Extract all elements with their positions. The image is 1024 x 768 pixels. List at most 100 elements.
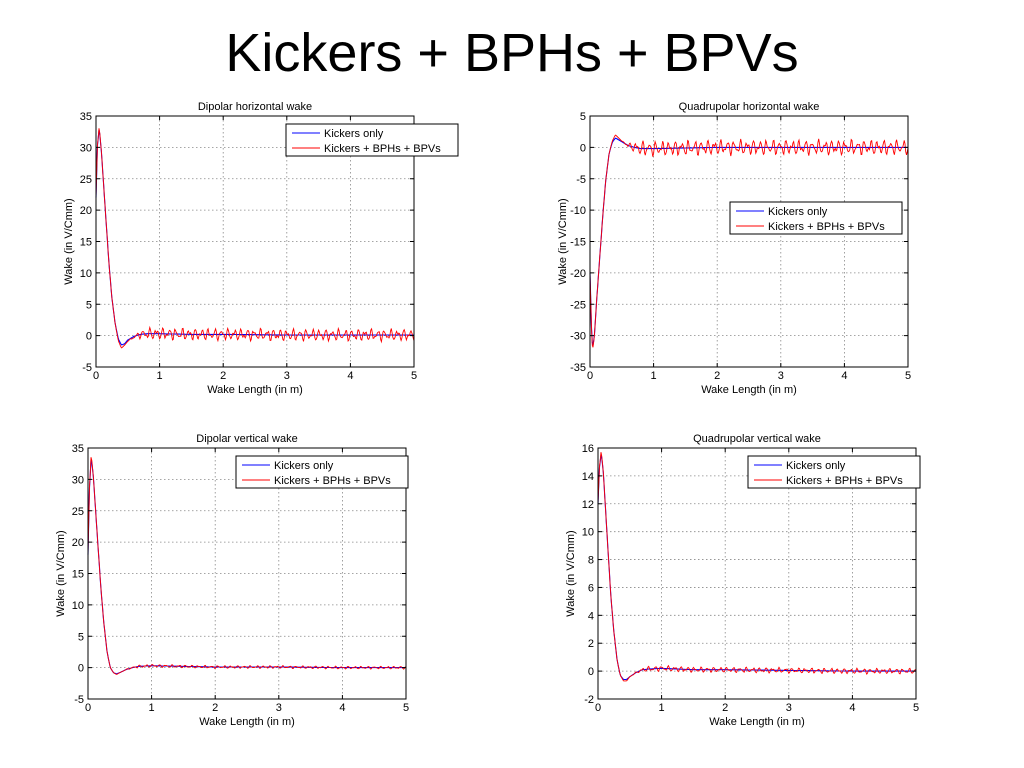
y-tick-label: 5 bbox=[580, 111, 586, 123]
legend-entry: Kickers only bbox=[274, 460, 334, 472]
x-tick-label: 3 bbox=[786, 702, 792, 714]
y-axis-label: Wake (in V/Cmm) bbox=[565, 530, 577, 616]
x-tick-label: 1 bbox=[157, 370, 163, 382]
series-line-kickers-bphs-bpvs bbox=[597, 452, 917, 682]
y-tick-label: 10 bbox=[72, 600, 84, 612]
y-tick-label: 8 bbox=[588, 555, 594, 567]
legend-entry: Kickers only bbox=[324, 128, 384, 140]
x-tick-label: 5 bbox=[411, 370, 417, 382]
y-axis-label: Wake (in V/Cmm) bbox=[63, 198, 75, 284]
x-tick-label: 2 bbox=[714, 370, 720, 382]
legend-box bbox=[729, 201, 903, 235]
plot-area bbox=[590, 116, 908, 367]
y-tick-label: 16 bbox=[582, 443, 594, 455]
y-tick-label: 0 bbox=[78, 663, 84, 675]
y-tick-label: 15 bbox=[80, 237, 92, 249]
chart-quadrupolar-horizontal: Quadrupolar horizontal wake 0 1 2 3 4 5 -35 -30 -… bbox=[557, 101, 911, 396]
y-tick-label: -5 bbox=[74, 694, 84, 706]
y-tick-label: 25 bbox=[72, 506, 84, 518]
x-tick-label: 4 bbox=[841, 370, 847, 382]
series-line-kickers-bphs-bpvs bbox=[95, 128, 415, 349]
x-tick-label: 0 bbox=[85, 702, 91, 714]
y-tick-label: 12 bbox=[582, 499, 594, 511]
legend-entry: Kickers only bbox=[768, 206, 828, 218]
y-tick-label: 6 bbox=[588, 582, 594, 594]
legend-entry: Kickers + BPHs + BPVs bbox=[324, 143, 441, 155]
x-tick-label: 0 bbox=[587, 370, 593, 382]
x-tick-label: 3 bbox=[778, 370, 784, 382]
y-tick-label: 30 bbox=[72, 474, 84, 486]
y-tick-label: 20 bbox=[80, 205, 92, 217]
series-line-kickers-bphs-bpvs bbox=[589, 134, 909, 348]
y-tick-label: -2 bbox=[584, 694, 594, 706]
y-tick-label: -10 bbox=[570, 205, 586, 217]
y-tick-label: 35 bbox=[72, 443, 84, 455]
y-tick-label: -5 bbox=[82, 362, 92, 374]
legend-entry: Kickers + BPHs + BPVs bbox=[786, 475, 903, 487]
y-tick-label: 4 bbox=[588, 610, 594, 622]
x-tick-label: 5 bbox=[403, 702, 409, 714]
x-axis-label: Wake Length (in m) bbox=[701, 384, 797, 396]
y-tick-label: -25 bbox=[570, 299, 586, 311]
x-tick-label: 4 bbox=[347, 370, 353, 382]
x-tick-label: 3 bbox=[276, 702, 282, 714]
y-axis-label: Wake (in V/Cmm) bbox=[55, 530, 67, 616]
x-tick-label: 0 bbox=[595, 702, 601, 714]
x-tick-label: 1 bbox=[659, 702, 665, 714]
x-tick-label: 2 bbox=[212, 702, 218, 714]
y-axis-label: Wake (in V/Cmm) bbox=[557, 198, 569, 284]
y-tick-label: 2 bbox=[588, 638, 594, 650]
slide-title: Kickers + BPHs + BPVs bbox=[225, 23, 799, 83]
legend: Kickers only Kickers + BPHs + BPVs bbox=[729, 201, 903, 235]
legend-box bbox=[235, 455, 409, 489]
y-tick-label: 14 bbox=[582, 471, 594, 483]
y-tick-label: 5 bbox=[86, 299, 92, 311]
y-tick-label: -5 bbox=[576, 174, 586, 186]
x-axis-label: Wake Length (in m) bbox=[199, 716, 295, 728]
y-tick-label: -35 bbox=[570, 362, 586, 374]
y-tick-label: 0 bbox=[588, 666, 594, 678]
legend-entry: Kickers + BPHs + BPVs bbox=[274, 475, 391, 487]
y-tick-label: 15 bbox=[72, 569, 84, 581]
legend: Kickers only Kickers + BPHs + BPVs bbox=[235, 455, 409, 489]
y-tick-label: 10 bbox=[582, 527, 594, 539]
legend-entry: Kickers only bbox=[786, 460, 846, 472]
x-tick-label: 2 bbox=[220, 370, 226, 382]
y-tick-label: 0 bbox=[580, 142, 586, 154]
y-tick-label: -30 bbox=[570, 331, 586, 343]
y-tick-label: 30 bbox=[80, 142, 92, 154]
y-tick-label: 20 bbox=[72, 537, 84, 549]
x-axis-label: Wake Length (in m) bbox=[709, 716, 805, 728]
y-tick-label: -15 bbox=[570, 237, 586, 249]
series-line-kickers-bphs-bpvs bbox=[87, 457, 407, 675]
y-tick-label: -20 bbox=[570, 268, 586, 280]
axes-frame bbox=[597, 447, 917, 700]
x-tick-label: 5 bbox=[905, 370, 911, 382]
y-tick-label: 25 bbox=[80, 174, 92, 186]
chart-title: Dipolar vertical wake bbox=[196, 433, 297, 445]
legend: Kickers only Kickers + BPHs + BPVs bbox=[285, 123, 459, 157]
x-axis-label: Wake Length (in m) bbox=[207, 384, 303, 396]
chart-title: Quadrupolar vertical wake bbox=[693, 433, 821, 445]
x-tick-label: 2 bbox=[722, 702, 728, 714]
x-tick-label: 5 bbox=[913, 702, 919, 714]
x-tick-label: 4 bbox=[849, 702, 855, 714]
x-tick-label: 0 bbox=[93, 370, 99, 382]
x-tick-label: 1 bbox=[651, 370, 657, 382]
plot-area bbox=[598, 448, 916, 699]
x-tick-label: 3 bbox=[284, 370, 290, 382]
y-tick-label: 35 bbox=[80, 111, 92, 123]
y-tick-label: 5 bbox=[78, 631, 84, 643]
x-tick-label: 4 bbox=[339, 702, 345, 714]
chart-title: Quadrupolar horizontal wake bbox=[679, 101, 820, 113]
legend: Kickers only Kickers + BPHs + BPVs bbox=[747, 455, 921, 489]
legend-box bbox=[747, 455, 921, 489]
chart-title: Dipolar horizontal wake bbox=[198, 101, 312, 113]
x-tick-label: 1 bbox=[149, 702, 155, 714]
legend-box bbox=[285, 123, 459, 157]
legend-entry: Kickers + BPHs + BPVs bbox=[768, 221, 885, 233]
y-tick-label: 0 bbox=[86, 331, 92, 343]
